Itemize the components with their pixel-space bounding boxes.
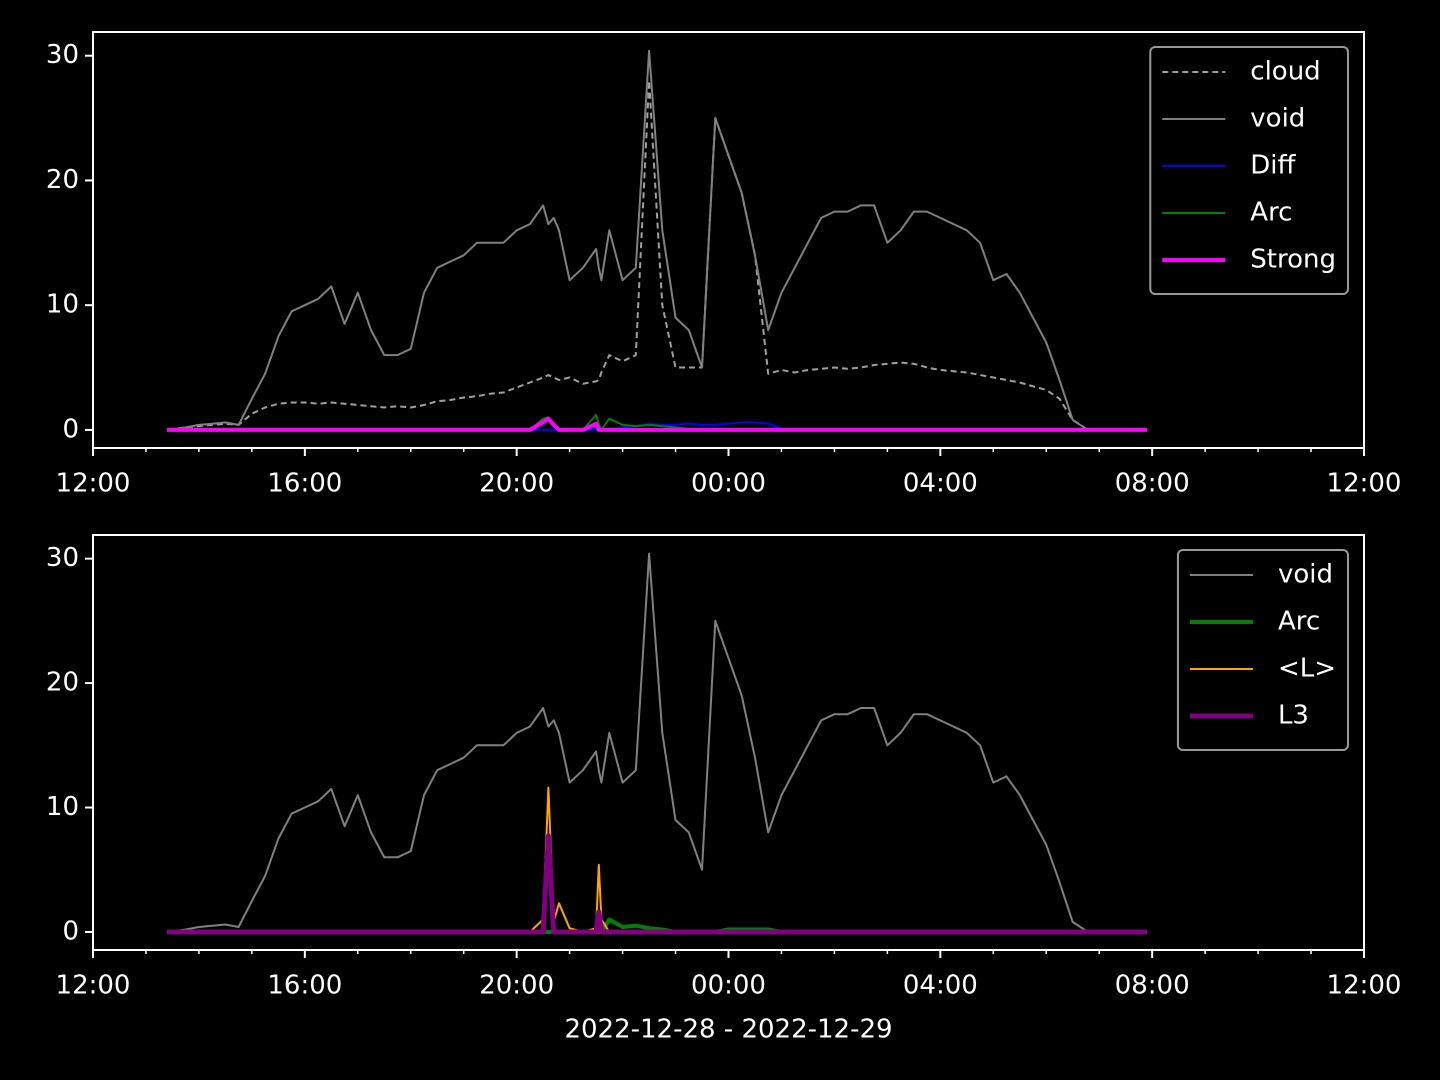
x-tick-label: 12:00 <box>56 971 131 1001</box>
x-tick-label: 08:00 <box>1115 469 1190 499</box>
series-line <box>167 833 1147 935</box>
y-tick-label: 30 <box>46 543 79 573</box>
legend-frame <box>1149 46 1349 295</box>
legend-label: void <box>1278 560 1333 590</box>
y-tick-label: 30 <box>46 40 79 70</box>
series-line <box>167 416 1147 432</box>
y-tick-label: 20 <box>46 165 79 195</box>
x-tick-label: 20:00 <box>479 469 554 499</box>
legend-label: <L> <box>1278 654 1336 684</box>
legend: void Arc <L> L3 <box>1176 549 1349 751</box>
y-tick-label: 10 <box>46 792 79 822</box>
series-line <box>166 552 1147 933</box>
legend-label: void <box>1250 104 1305 134</box>
x-tick-label: 08:00 <box>1115 971 1190 1001</box>
legend-label: Strong <box>1250 245 1336 275</box>
x-tick-label: 04:00 <box>903 469 978 499</box>
series-line <box>166 79 1147 431</box>
series-line <box>166 49 1147 431</box>
legend-label: Arc <box>1278 607 1320 637</box>
legend-label: L3 <box>1278 701 1309 731</box>
legend: cloud void Diff Arc Strong <box>1149 46 1349 295</box>
legend-label: Arc <box>1250 198 1292 228</box>
legend-label: cloud <box>1250 57 1320 87</box>
y-tick-label: 20 <box>46 668 79 698</box>
x-tick-label: 12:00 <box>1327 469 1402 499</box>
x-axis-label: 2022-12-28 - 2022-12-29 <box>564 1015 892 1045</box>
x-tick-label: 04:00 <box>903 971 978 1001</box>
x-tick-label: 16:00 <box>267 469 342 499</box>
legend-label: Diff <box>1250 151 1296 181</box>
x-tick-label: 12:00 <box>1327 971 1402 1001</box>
x-tick-label: 20:00 <box>479 971 554 1001</box>
x-tick-label: 00:00 <box>691 971 766 1001</box>
x-tick-label: 00:00 <box>691 469 766 499</box>
legend-frame <box>1176 549 1349 751</box>
y-tick-label: 10 <box>46 290 79 320</box>
x-tick-label: 16:00 <box>267 971 342 1001</box>
y-tick-label: 0 <box>62 414 79 444</box>
x-tick-label: 12:00 <box>56 469 131 499</box>
y-tick-label: 0 <box>62 916 79 946</box>
